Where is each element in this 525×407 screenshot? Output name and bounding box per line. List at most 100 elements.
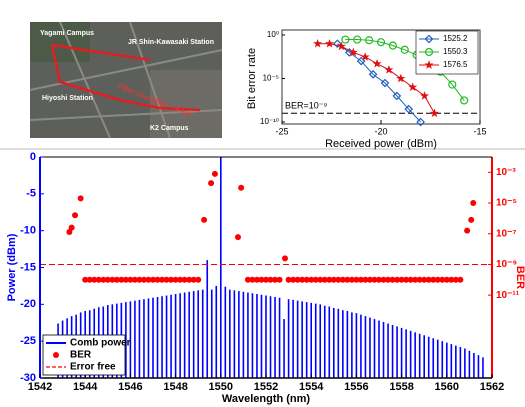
marker [325, 38, 335, 48]
marker [333, 39, 342, 49]
y-tick-label: -25 [20, 335, 36, 347]
legend-marker [53, 352, 59, 358]
marker [448, 80, 457, 89]
marker [177, 276, 184, 283]
marker [389, 276, 396, 283]
marker [429, 108, 439, 118]
marker [448, 276, 455, 283]
marker [452, 276, 459, 283]
marker [412, 276, 419, 283]
legend-label: Comb power [70, 338, 131, 349]
x-tick-label: -15 [473, 126, 486, 136]
marker [181, 276, 188, 283]
fiber-route [50, 43, 201, 112]
x-axis-label: Received power (dBm) [325, 138, 437, 150]
legend-label: 1525.2 [443, 34, 468, 43]
marker [348, 47, 358, 57]
marker [272, 276, 279, 283]
marker [470, 200, 477, 207]
marker [299, 276, 306, 283]
marker [407, 276, 414, 283]
marker [341, 35, 350, 44]
marker [113, 276, 120, 283]
marker [168, 276, 175, 283]
marker [201, 216, 208, 223]
y-tick-label: -20 [20, 298, 36, 310]
marker [276, 276, 283, 283]
marker [388, 41, 397, 50]
map-road [29, 21, 223, 139]
marker [234, 234, 241, 241]
legend-label: Error free [70, 362, 116, 373]
marker [344, 276, 351, 283]
x-tick-label: -25 [275, 126, 288, 136]
marker [362, 276, 369, 283]
marker [385, 276, 392, 283]
marker [400, 45, 409, 54]
marker [195, 276, 202, 283]
map-label: Yagami Campus [40, 30, 94, 37]
x-tick-label: 1556 [344, 381, 368, 393]
marker [443, 276, 450, 283]
marker [398, 276, 405, 283]
marker [365, 36, 374, 45]
marker [68, 224, 75, 231]
marker [394, 276, 401, 283]
marker [258, 276, 265, 283]
marker [118, 276, 125, 283]
map-label: Hiyoshi Station [42, 95, 93, 102]
marker [159, 276, 166, 283]
marker [425, 276, 432, 283]
x-tick-label: 1560 [435, 381, 459, 393]
y-tick-label: -15 [20, 261, 36, 273]
y-tick-label: -5 [26, 188, 36, 200]
marker [468, 216, 475, 223]
legend-marker [424, 60, 434, 69]
marker [380, 78, 390, 88]
y2-tick-label: 10⁻⁷ [496, 228, 517, 239]
map-area [30, 22, 90, 62]
threshold-label: BER=10⁻⁹ [285, 101, 328, 111]
marker [348, 276, 355, 283]
marker [416, 117, 425, 127]
marker [353, 276, 360, 283]
marker [285, 276, 292, 283]
marker [303, 276, 310, 283]
marker [371, 276, 378, 283]
marker [263, 276, 269, 283]
marker [186, 276, 193, 283]
marker [308, 276, 315, 283]
legend-label: 1576.5 [443, 60, 468, 69]
y-tick-label: 10⁻¹⁰ [260, 117, 279, 126]
marker [208, 180, 215, 187]
x-tick-label: -20 [374, 126, 387, 136]
marker [249, 276, 256, 283]
y-tick-label: 0 [30, 151, 36, 163]
marker [86, 276, 93, 283]
marker [339, 276, 346, 283]
marker [392, 91, 402, 101]
marker [366, 276, 373, 283]
x-tick-label: 1548 [163, 381, 187, 393]
x-tick-label: 1554 [299, 381, 324, 393]
marker [396, 73, 406, 83]
x-axis-label: Wavelength (nm) [222, 393, 311, 405]
y-tick-label: -10 [20, 225, 36, 237]
y-axis-label: Power (dBm) [6, 233, 18, 301]
marker [326, 276, 333, 283]
marker [154, 276, 161, 283]
marker [353, 35, 362, 44]
map-label: JR Shin-Kawasaki Station [128, 39, 214, 46]
marker [190, 276, 197, 283]
marker [281, 255, 288, 262]
y2-tick-label: 10⁻³ [496, 167, 516, 178]
marker [122, 276, 129, 283]
marker [104, 276, 111, 283]
x-tick-label: 1546 [118, 381, 142, 393]
legend-label: BER [70, 350, 92, 361]
marker [163, 276, 170, 283]
marker [360, 52, 370, 61]
legend-label: 1550.3 [443, 47, 468, 56]
y-tick-label: 10⁻⁵ [263, 74, 279, 83]
marker [336, 41, 346, 51]
